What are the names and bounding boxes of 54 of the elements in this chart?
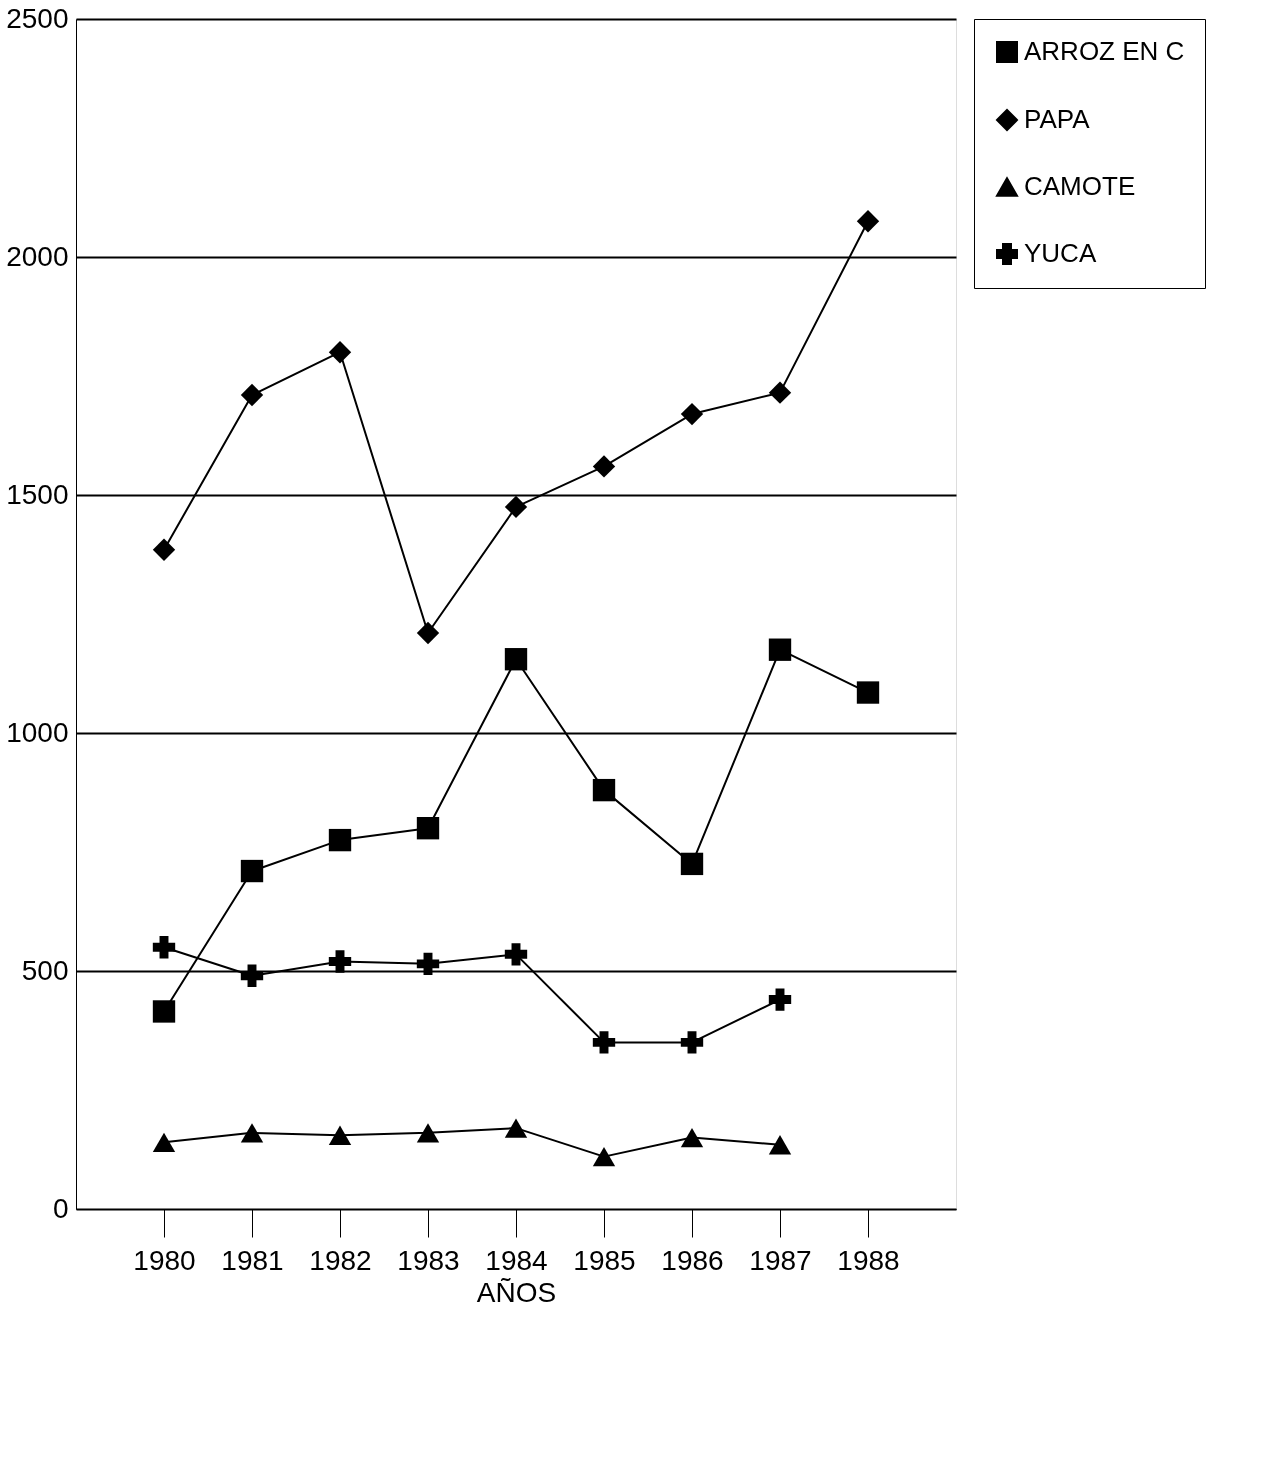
point	[240, 859, 264, 883]
point	[152, 1132, 176, 1153]
legend-label: CAMOTE	[1024, 171, 1136, 201]
x-tick-label: 1988	[837, 1244, 900, 1276]
point	[152, 936, 176, 959]
legend-label: PAPA	[1024, 104, 1091, 134]
point	[592, 1146, 616, 1167]
point	[592, 1031, 616, 1054]
point	[240, 383, 264, 407]
point	[680, 1031, 704, 1054]
point	[504, 648, 528, 671]
point	[768, 1135, 792, 1155]
point	[152, 1000, 176, 1023]
x-tick-label: 1984	[485, 1244, 548, 1276]
point	[240, 1123, 264, 1143]
point	[680, 1127, 704, 1148]
y-tick-label: 2500	[6, 2, 69, 34]
y-tick-label: 1500	[6, 478, 69, 510]
point	[328, 1125, 352, 1145]
point	[768, 988, 792, 1011]
point	[768, 381, 792, 404]
point	[856, 210, 880, 233]
point	[328, 950, 352, 973]
point	[856, 681, 880, 704]
point	[768, 638, 792, 661]
y-tick-label: 0	[52, 1192, 69, 1224]
y-tick-label: 500	[21, 954, 69, 986]
point	[240, 964, 264, 987]
point	[328, 341, 352, 364]
legend-label: YUCA	[1024, 238, 1097, 268]
point	[504, 495, 528, 519]
point	[504, 943, 528, 966]
x-tick-label: 1987	[749, 1244, 812, 1276]
point	[152, 538, 176, 561]
x-tick-label: 1980	[133, 1244, 196, 1276]
x-tick-label: 1981	[221, 1244, 284, 1276]
x-axis-title: AÑOS	[476, 1276, 557, 1308]
x-tick-label: 1982	[309, 1244, 372, 1276]
point	[416, 621, 440, 645]
x-tick-label: 1983	[397, 1244, 460, 1276]
x-tick-label: 1985	[573, 1244, 636, 1276]
point	[592, 455, 616, 478]
point	[416, 952, 440, 976]
point	[416, 817, 440, 840]
point	[416, 1123, 440, 1143]
y-tick-label: 2000	[6, 240, 69, 272]
legend-label: ARROZ EN C	[1024, 36, 1185, 66]
y-tick-label: 1000	[6, 716, 69, 748]
point	[680, 852, 704, 876]
point	[592, 778, 616, 802]
point	[504, 1118, 528, 1138]
x-tick-label: 1986	[661, 1244, 724, 1276]
point	[680, 402, 704, 426]
point	[328, 828, 352, 852]
